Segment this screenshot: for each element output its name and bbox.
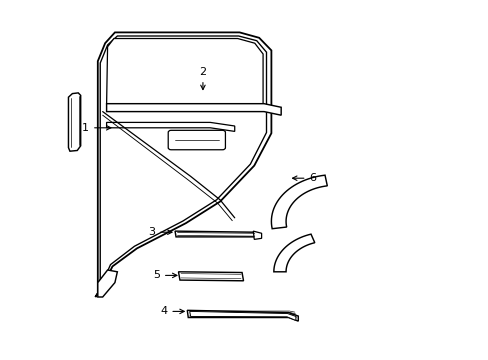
Polygon shape xyxy=(106,104,281,115)
Polygon shape xyxy=(98,270,117,297)
Text: 6: 6 xyxy=(292,173,316,183)
Text: 1: 1 xyxy=(82,123,111,133)
Polygon shape xyxy=(100,36,266,293)
Polygon shape xyxy=(178,272,243,281)
Polygon shape xyxy=(187,310,298,321)
Polygon shape xyxy=(189,311,295,320)
Polygon shape xyxy=(106,39,263,104)
Text: 4: 4 xyxy=(160,306,184,316)
Polygon shape xyxy=(106,122,234,131)
Polygon shape xyxy=(273,234,314,272)
Polygon shape xyxy=(68,93,81,151)
Text: 2: 2 xyxy=(199,67,206,90)
Text: 5: 5 xyxy=(153,270,177,280)
Polygon shape xyxy=(95,32,271,297)
Polygon shape xyxy=(253,231,261,239)
Polygon shape xyxy=(271,175,326,229)
Text: 3: 3 xyxy=(148,227,172,237)
FancyBboxPatch shape xyxy=(168,130,225,150)
Polygon shape xyxy=(175,231,256,237)
